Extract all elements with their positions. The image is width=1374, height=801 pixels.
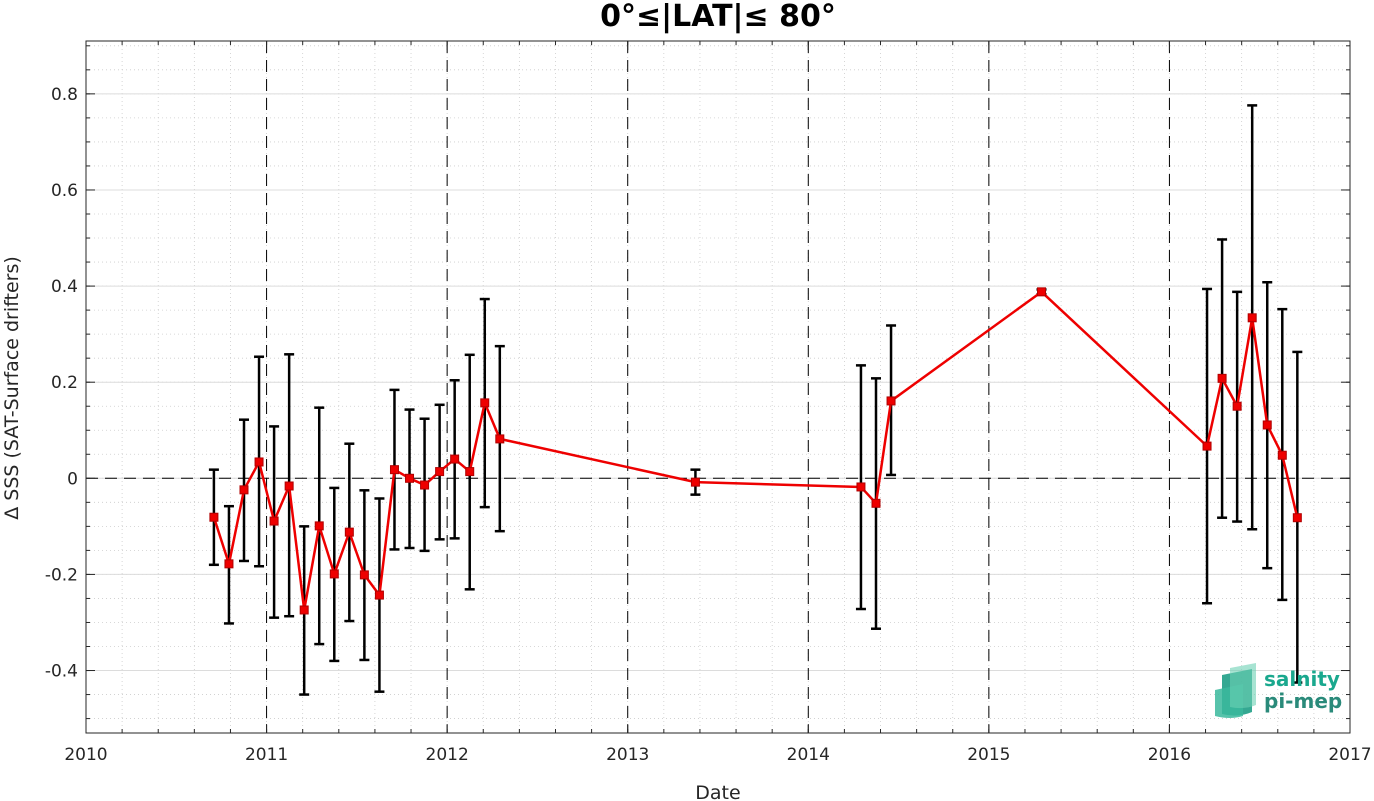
data-point [405,473,415,483]
data-point [495,434,505,444]
data-point [314,521,324,531]
x-tick-label: 2010 [64,745,107,765]
y-tick-labels: -0.4 -0.2 0 0.2 0.4 0.6 0.8 [45,85,78,682]
y-tick-label: 0.2 [51,373,78,393]
data-point [1262,420,1272,430]
data-point [1037,287,1047,297]
data-point [450,454,460,464]
x-tick-label: 2015 [967,745,1010,765]
data-point [1292,513,1302,523]
data-point [299,605,309,615]
x-tick-label: 2014 [787,745,830,765]
data-point [284,481,294,491]
x-tick-label: 2013 [606,745,649,765]
y-tick-label: -0.2 [45,565,78,585]
grid [85,41,1351,733]
y-tick-label: 0 [67,469,78,489]
year-separators [86,41,1350,733]
data-point [856,482,866,492]
data-point [420,480,430,490]
x-tick-label: 2012 [426,745,469,765]
y-axis-label: Δ SSS (SAT-Surface drifters) [1,256,23,520]
data-point [871,498,881,508]
data-point [329,569,339,579]
data-point [690,477,700,487]
data-point [269,516,279,526]
y-tick-label: 0.8 [51,85,78,105]
data-point [465,467,475,477]
x-axis-label: Date [695,782,740,801]
logo-line-2: pi-mep [1264,689,1342,713]
y-tick-label: 0.4 [51,277,78,297]
logo-line-1: salnity [1264,667,1340,691]
data-point [886,396,896,406]
axis-ticks [85,41,1351,733]
x-tick-label: 2017 [1328,745,1371,765]
data-point [1217,373,1227,383]
x-tick-label: 2011 [245,745,288,765]
data-point [374,590,384,600]
data-point [359,570,369,580]
y-tick-label: 0.6 [51,181,78,201]
data-point [480,398,490,408]
x-tick-labels: 2010 2011 2012 2013 2014 2015 2016 2017 [64,745,1371,765]
series-line [212,290,1299,612]
chart-title: 0°≤|LAT|≤ 80° [600,0,836,34]
y-tick-label: -0.4 [45,662,78,682]
salinity-pi-mep-logo: salnity pi-mep [1215,663,1342,718]
plot-frame [85,40,1351,734]
x-tick-label: 2016 [1148,745,1191,765]
data-point [435,467,445,477]
data-point [224,559,234,569]
data-point [389,465,399,475]
data-point [1247,313,1257,323]
data-point [1277,450,1287,460]
data-point [254,457,264,467]
data-point [1202,441,1212,451]
data-point [1232,401,1242,411]
data-point [344,527,354,537]
series [208,104,1303,696]
data-point [209,512,219,522]
wave-icon [1215,663,1256,718]
data-point [239,485,249,495]
